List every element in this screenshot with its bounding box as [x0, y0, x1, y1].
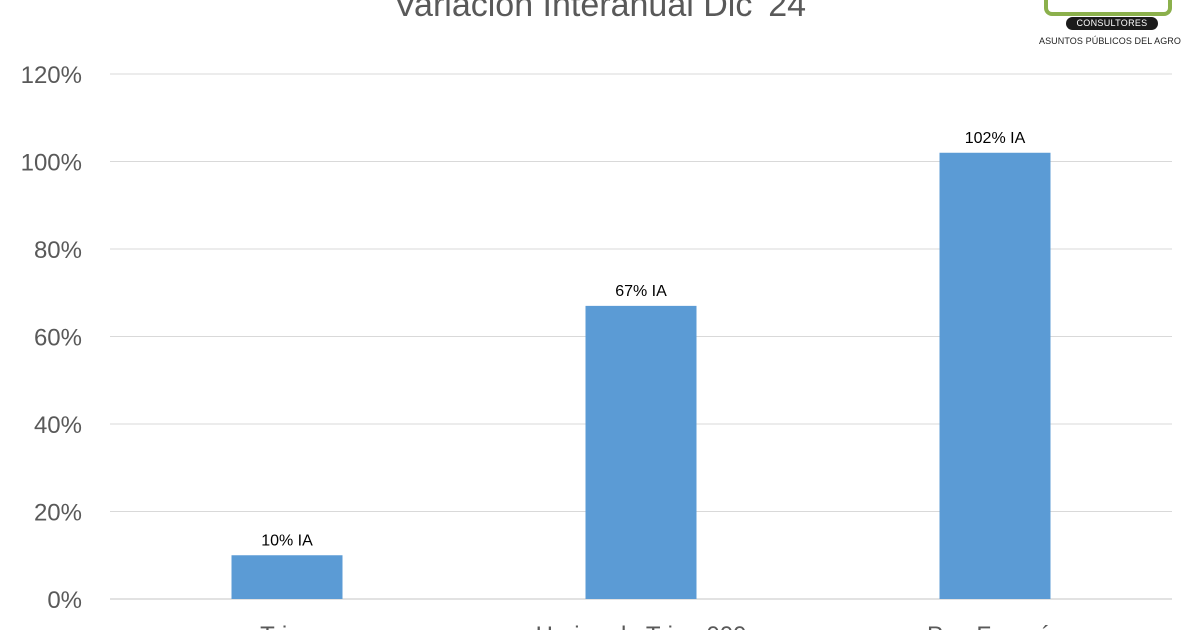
logo-tagline: ASUNTOS PÚBLICOS DEL AGRO: [1038, 36, 1182, 46]
category-label: Pan Francés: [927, 622, 1063, 630]
y-tick-label: 120%: [21, 62, 82, 89]
category-label: Trigo: [260, 622, 314, 630]
bar: [231, 555, 343, 599]
y-tick-label: 20%: [34, 500, 82, 527]
logo-bracket-shape: [1044, 0, 1172, 16]
logo-mark: RM: [1080, 0, 1136, 4]
chart-title: Variación Interanual Dic '24: [394, 0, 806, 24]
logo-subtitle: CONSULTORES: [1066, 17, 1158, 30]
y-tick-label: 60%: [34, 325, 82, 352]
data-label: 10% IA: [261, 532, 313, 549]
y-tick-label: 100%: [21, 150, 82, 177]
y-tick-label: 40%: [34, 412, 82, 439]
y-tick-label: 80%: [34, 237, 82, 264]
category-label: Harina de Trigo 000: [536, 622, 747, 630]
bar: [585, 305, 697, 599]
company-logo: RM CONSULTORES ASUNTOS PÚBLICOS DEL AGRO: [1030, 0, 1190, 50]
data-label: 67% IA: [615, 283, 667, 300]
data-label: 102% IA: [965, 130, 1026, 147]
y-tick-label: 0%: [47, 587, 82, 614]
bar: [939, 152, 1051, 599]
